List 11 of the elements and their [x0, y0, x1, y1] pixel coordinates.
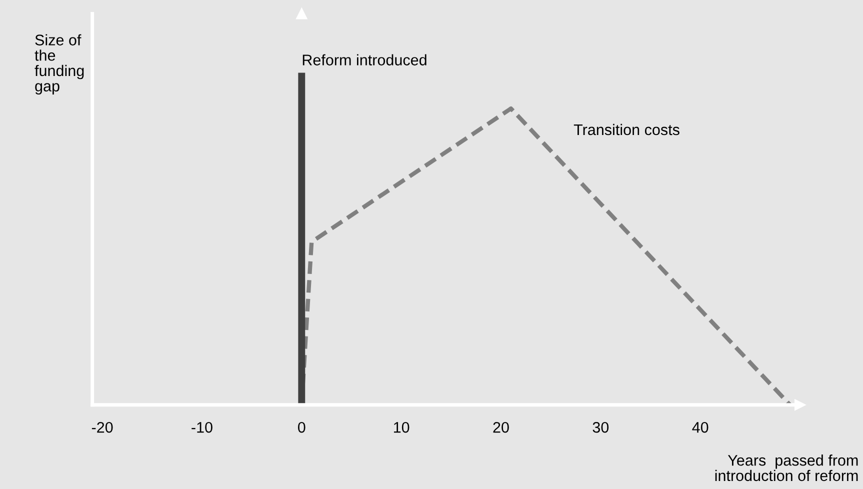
- x-tick-label: 40: [692, 422, 708, 433]
- x-tick-label: -20: [92, 422, 113, 433]
- y-axis-title: Size of the funding gap: [34, 34, 84, 95]
- annotation: Transition costs: [574, 124, 680, 136]
- x-tick-label: 30: [592, 422, 609, 433]
- x-tick-label: 0: [298, 422, 306, 433]
- x-tick-label: 10: [394, 422, 410, 433]
- x-tick-label: 20: [493, 422, 509, 433]
- x-axis-title: Years passed from introduction of reform: [715, 454, 858, 482]
- x-tick-label: -10: [192, 422, 212, 433]
- ref-line-label: Reform introduced: [302, 54, 426, 66]
